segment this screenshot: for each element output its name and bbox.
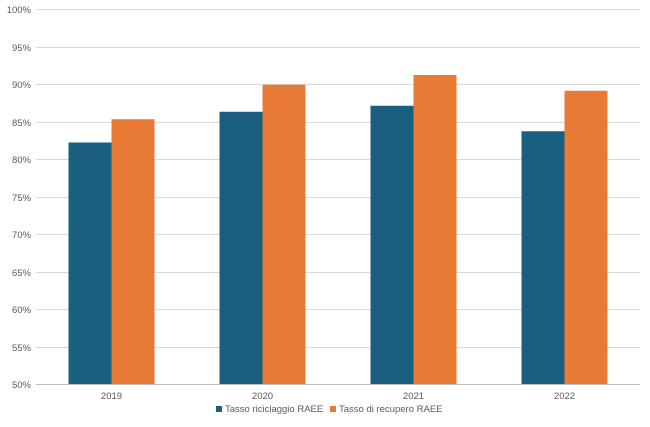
legend-label: Tasso riciclaggio RAEE bbox=[225, 404, 323, 415]
bar-2020-riciclaggio bbox=[219, 111, 263, 384]
bar-2022-recupero bbox=[564, 90, 608, 384]
legend-swatch bbox=[216, 406, 222, 412]
y-tick-label: 55% bbox=[12, 343, 32, 354]
legend: Tasso riciclaggio RAEE Tasso di recupero … bbox=[216, 404, 443, 415]
x-tick-label: 2020 bbox=[252, 391, 273, 402]
bar-2021-recupero bbox=[413, 75, 457, 384]
bar-2019-riciclaggio bbox=[68, 142, 112, 384]
y-tick-label: 65% bbox=[12, 268, 32, 279]
y-tick-label: 95% bbox=[12, 43, 32, 54]
bar-2019-recupero bbox=[111, 119, 155, 384]
y-tick-label: 75% bbox=[12, 193, 32, 204]
y-tick-label: 70% bbox=[12, 230, 32, 241]
y-tick-label: 100% bbox=[7, 5, 32, 16]
x-tick-label: 2021 bbox=[403, 391, 424, 402]
legend-swatch bbox=[330, 406, 336, 412]
bar-2020-recupero bbox=[262, 84, 306, 384]
x-tick-label: 2019 bbox=[101, 391, 122, 402]
y-tick-label: 60% bbox=[12, 305, 32, 316]
legend-label: Tasso di recupero RAEE bbox=[339, 404, 443, 415]
bar-2022-riciclaggio bbox=[521, 131, 565, 384]
y-tick-label: 85% bbox=[12, 118, 32, 129]
bar-2021-riciclaggio bbox=[370, 105, 414, 384]
x-axis-tick-labels: 2019 2020 2021 2022 bbox=[101, 391, 575, 402]
y-tick-label: 90% bbox=[12, 80, 32, 91]
y-axis-tick-labels: 50% 55% 60% 65% 70% 75% 80% 85% 90% 95% 100% bbox=[7, 5, 32, 391]
x-tick-label: 2022 bbox=[554, 391, 575, 402]
y-tick-label: 50% bbox=[12, 380, 32, 391]
y-tick-label: 80% bbox=[12, 155, 32, 166]
bars bbox=[68, 75, 608, 384]
